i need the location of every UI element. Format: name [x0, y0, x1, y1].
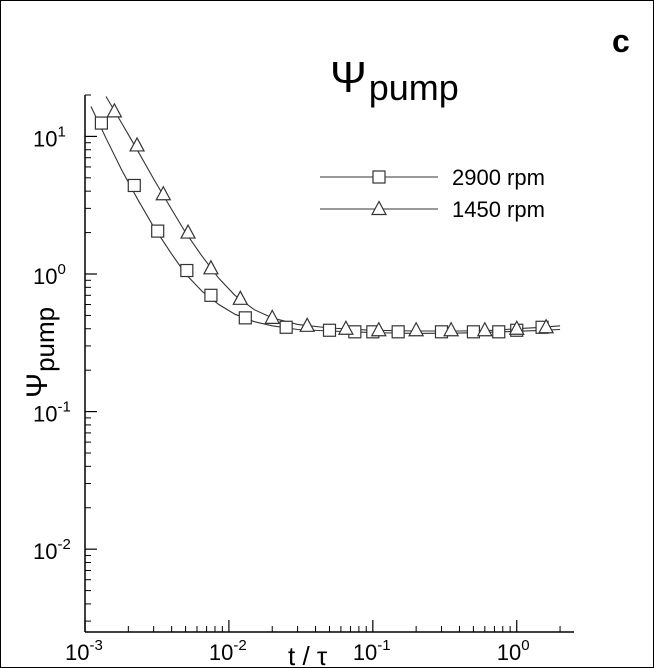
y-tick-label: 10-2: [33, 536, 71, 564]
x-tick-label-exponent: -1: [377, 637, 390, 654]
x-tick-label-base: 10: [65, 640, 89, 665]
series-1-point: [370, 321, 387, 337]
series-1-point: [129, 136, 146, 152]
series-0-point: [180, 263, 194, 278]
series-0-point: [492, 325, 506, 339]
series-1-point: [443, 321, 460, 337]
chart-title: Ψpump: [330, 53, 459, 108]
y-tick-label-exponent: 0: [57, 261, 65, 278]
series-0-point: [238, 311, 252, 325]
data-markers: [94, 102, 555, 339]
y-tick-label-base: 10: [33, 402, 57, 427]
chart-title-symbol: Ψ: [330, 53, 367, 102]
x-tick-label-base: 10: [209, 640, 233, 665]
x-tick-label-base: 10: [497, 640, 521, 665]
y-tick-label: 101: [33, 123, 66, 151]
axis-ticks: [84, 94, 561, 632]
series-0-point: [391, 325, 405, 339]
legend-label-1: 1450 rpm: [452, 197, 545, 222]
x-tick-label: 10-1: [353, 637, 391, 665]
y-axis-label: Ψpump: [21, 307, 60, 398]
series-1-point: [408, 321, 425, 337]
y-tick-label: 10-1: [33, 399, 71, 427]
chart-title-subscript: pump: [369, 67, 459, 108]
legend-label-0: 2900 rpm: [452, 165, 545, 190]
legend-marker-0: [372, 170, 386, 184]
x-tick-label: 10-2: [209, 637, 247, 665]
x-tick-label: 10-3: [65, 637, 103, 665]
y-tick-label-base: 10: [33, 264, 57, 289]
series-0-point: [127, 178, 141, 193]
series-0-point: [151, 224, 165, 238]
series-1-point: [508, 319, 525, 335]
y-tick-label-exponent: 1: [57, 123, 65, 140]
series-1-point: [202, 259, 219, 275]
x-tick-label-exponent: -3: [89, 637, 102, 654]
panel-label: c: [612, 23, 630, 59]
x-tick-label: 100: [497, 637, 530, 665]
series-1-point: [476, 321, 493, 337]
x-tick-label-exponent: -2: [233, 637, 246, 654]
x-axis-label: t / τ: [288, 641, 328, 668]
series-0-point: [279, 320, 293, 334]
series-1-point: [232, 290, 249, 305]
series-1-point: [106, 102, 123, 118]
series-0-point: [94, 116, 108, 130]
series-1-point: [180, 223, 197, 239]
x-tick-label-base: 10: [353, 640, 377, 665]
y-tick-label-base: 10: [33, 126, 57, 151]
y-tick-label-exponent: -1: [57, 399, 70, 416]
series-0-point: [204, 288, 218, 302]
series-0-point: [322, 323, 337, 337]
series-1-point: [337, 319, 354, 335]
series-1-point: [538, 318, 555, 334]
series-1-point: [264, 309, 281, 324]
x-tick-label-exponent: 0: [521, 637, 529, 654]
y-axis-label-symbol: Ψ: [21, 373, 54, 398]
y-tick-label-base: 10: [33, 539, 57, 564]
y-tick-label: 100: [33, 261, 66, 289]
series-1-point: [299, 317, 316, 332]
series-1-point: [155, 185, 172, 201]
legend: 2900 rpm 1450 rpm: [320, 165, 545, 222]
y-tick-label-exponent: -2: [57, 536, 70, 553]
y-axis-label-subscript: pump: [30, 307, 60, 372]
legend-marker-1: [370, 200, 388, 216]
